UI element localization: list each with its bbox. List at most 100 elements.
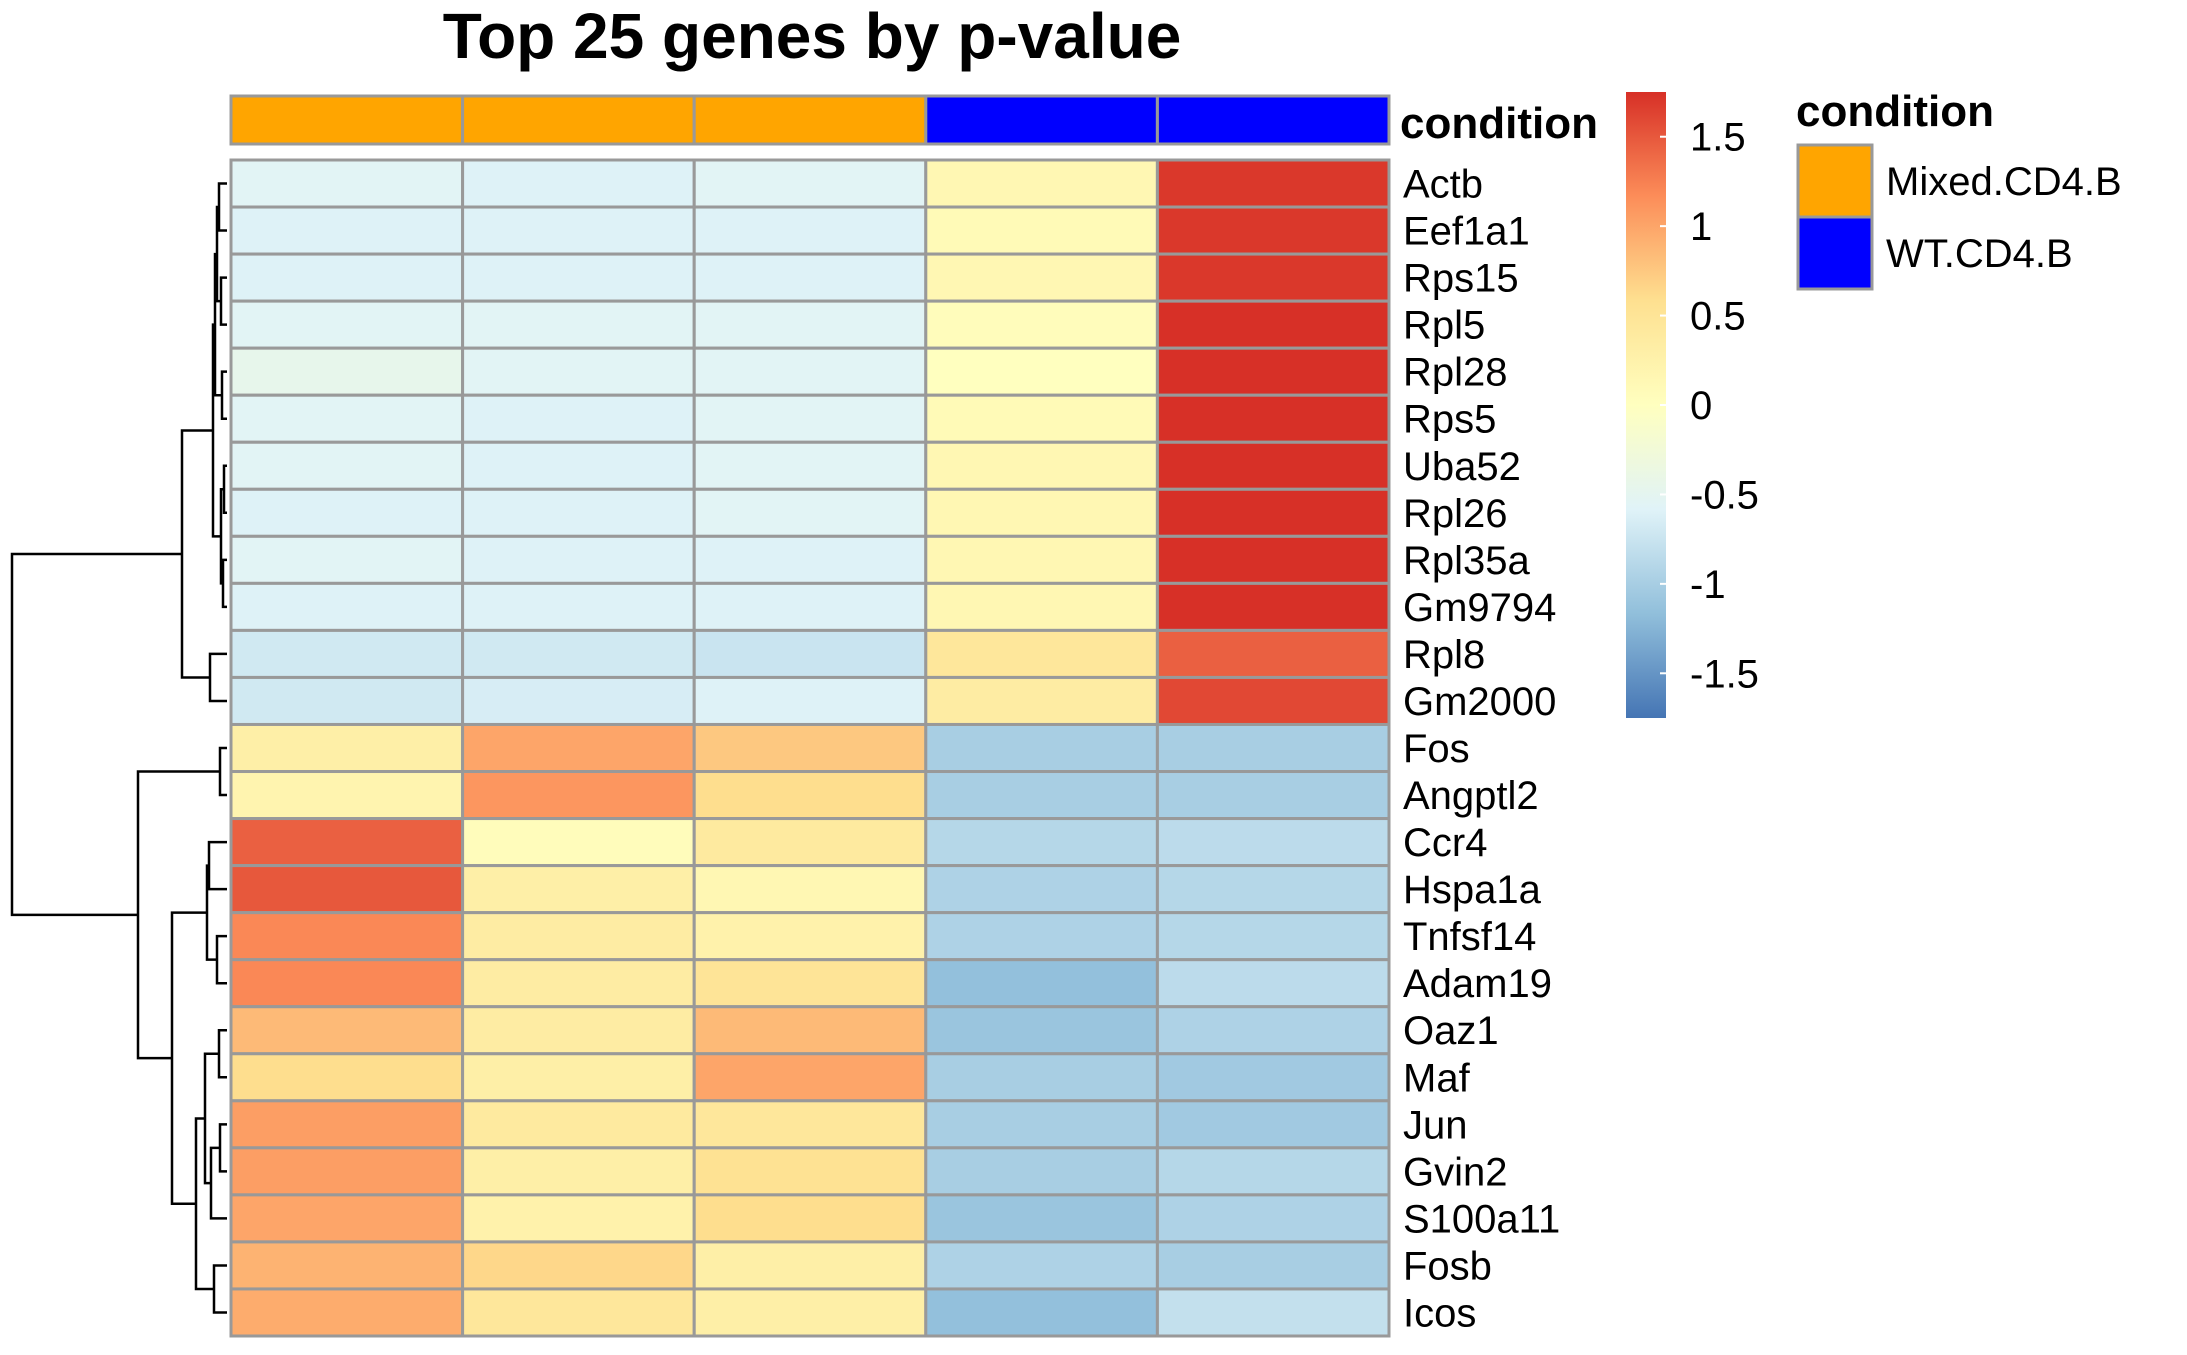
row-label: Rpl26 [1403, 492, 1508, 536]
heatmap-cell [924, 1052, 1159, 1103]
heatmap-cell [692, 1287, 928, 1338]
dendrogram-branch [170, 911, 207, 1205]
row-label: Gvin2 [1403, 1150, 1508, 1194]
heatmap-cell [461, 581, 696, 632]
legend-label: Mixed.CD4.B [1886, 160, 2122, 204]
color-scale-tick-label: 1.5 [1690, 116, 1746, 160]
heatmap-cell [229, 1193, 465, 1244]
heatmap-cell [461, 252, 696, 303]
heatmap-cell [924, 299, 1159, 350]
row-label: Angptl2 [1403, 774, 1539, 818]
heatmap-cell [692, 770, 928, 821]
heatmap-cell [924, 1146, 1159, 1197]
legend-swatch [1796, 143, 1874, 219]
heatmap-cell [461, 864, 696, 915]
heatmap-cell [461, 346, 696, 397]
row-label: Gm9794 [1403, 586, 1556, 630]
heatmap-cell [1155, 911, 1391, 962]
row-label: Maf [1403, 1056, 1471, 1100]
heatmap-cell [692, 346, 928, 397]
row-dendrogram [10, 182, 227, 1314]
heatmap-cell [924, 628, 1159, 679]
heatmap-cell [692, 911, 928, 962]
heatmap-cell [1155, 205, 1391, 256]
row-label: Gm2000 [1403, 680, 1556, 724]
heatmap-cell [924, 581, 1159, 632]
heatmap-cell [692, 1146, 928, 1197]
heatmap-cell [461, 628, 696, 679]
annotation-bar [229, 94, 1391, 146]
heatmap-cell [692, 817, 928, 868]
row-label: Fos [1403, 727, 1470, 771]
heatmap-cell [1155, 958, 1391, 1009]
heatmap-cell [924, 675, 1159, 726]
heatmap-cell [1155, 158, 1391, 209]
legend-swatch [1796, 215, 1874, 291]
annotation-cell [1155, 94, 1391, 146]
heatmap-cell [924, 817, 1159, 868]
color-scale-bar [1626, 92, 1666, 718]
heatmap-cell [692, 1240, 928, 1291]
heatmap-cell [924, 1005, 1159, 1056]
heatmap-cell [924, 487, 1159, 538]
heatmap-cell [924, 911, 1159, 962]
heatmap-cell [1155, 1146, 1391, 1197]
heatmap-cell [229, 534, 465, 585]
dendrogram-branch [207, 840, 227, 891]
annotation-bar-label: condition [1400, 99, 1598, 148]
heatmap-cell [461, 534, 696, 585]
dendrogram-branch [222, 464, 227, 515]
dendrogram-branch [220, 370, 227, 420]
heatmap-cell [461, 1099, 696, 1150]
row-label: Ccr4 [1403, 821, 1487, 865]
dendrogram-branch [10, 552, 182, 917]
heatmap-cell [1155, 487, 1391, 538]
row-label: Oaz1 [1403, 1009, 1499, 1053]
heatmap-cell [229, 958, 465, 1009]
heatmap-cell [924, 1287, 1159, 1338]
heatmap-cell [229, 205, 465, 256]
color-scale: 1.5 1 0.5 0 -0.5 -1 -1.5 [1626, 92, 1759, 718]
heatmap-cell [1155, 1005, 1391, 1056]
heatmap-cell [1155, 628, 1391, 679]
heatmap-cell [229, 440, 465, 491]
row-label: Rps5 [1403, 398, 1496, 442]
color-scale-tick-label: 1 [1690, 205, 1712, 249]
heatmap-cell [229, 911, 465, 962]
heatmap-cell [1155, 1287, 1391, 1338]
heatmap-cell [692, 1193, 928, 1244]
heatmap-cell [1155, 534, 1391, 585]
heatmap-cell [229, 1240, 465, 1291]
heatmap-cell [229, 1005, 465, 1056]
dendrogram-branch [217, 182, 227, 232]
heatmap-cell [461, 205, 696, 256]
heatmap-cell [461, 440, 696, 491]
dendrogram-branch [208, 652, 227, 703]
row-label: Actb [1403, 163, 1483, 207]
heatmap-cell [924, 958, 1159, 1009]
heatmap-cell [924, 722, 1159, 774]
heatmap-cell [229, 1099, 465, 1150]
heatmap-cell [1155, 1193, 1391, 1244]
color-scale-tick-label: 0.5 [1690, 295, 1746, 339]
heatmap-cell [692, 393, 928, 444]
heatmap-cell [924, 346, 1159, 397]
row-label: Uba52 [1403, 445, 1521, 489]
legend-label: WT.CD4.B [1886, 232, 2073, 276]
row-label: Rpl5 [1403, 304, 1485, 348]
heatmap-cell [229, 158, 465, 209]
row-label: Jun [1403, 1103, 1468, 1147]
annotation-cell [461, 94, 696, 146]
color-scale-tick-label: -1 [1690, 563, 1726, 607]
color-scale-tick-label: 0 [1690, 384, 1712, 428]
heatmap-cell [461, 158, 696, 209]
heatmap-cell [1155, 346, 1391, 397]
heatmap-cell [692, 440, 928, 491]
heatmap-cell [229, 864, 465, 915]
heatmap-cell [461, 487, 696, 538]
heatmap-cell [229, 770, 465, 821]
heatmap-cell [229, 722, 465, 774]
heatmap-cell [461, 675, 696, 726]
heatmap-cell [924, 393, 1159, 444]
